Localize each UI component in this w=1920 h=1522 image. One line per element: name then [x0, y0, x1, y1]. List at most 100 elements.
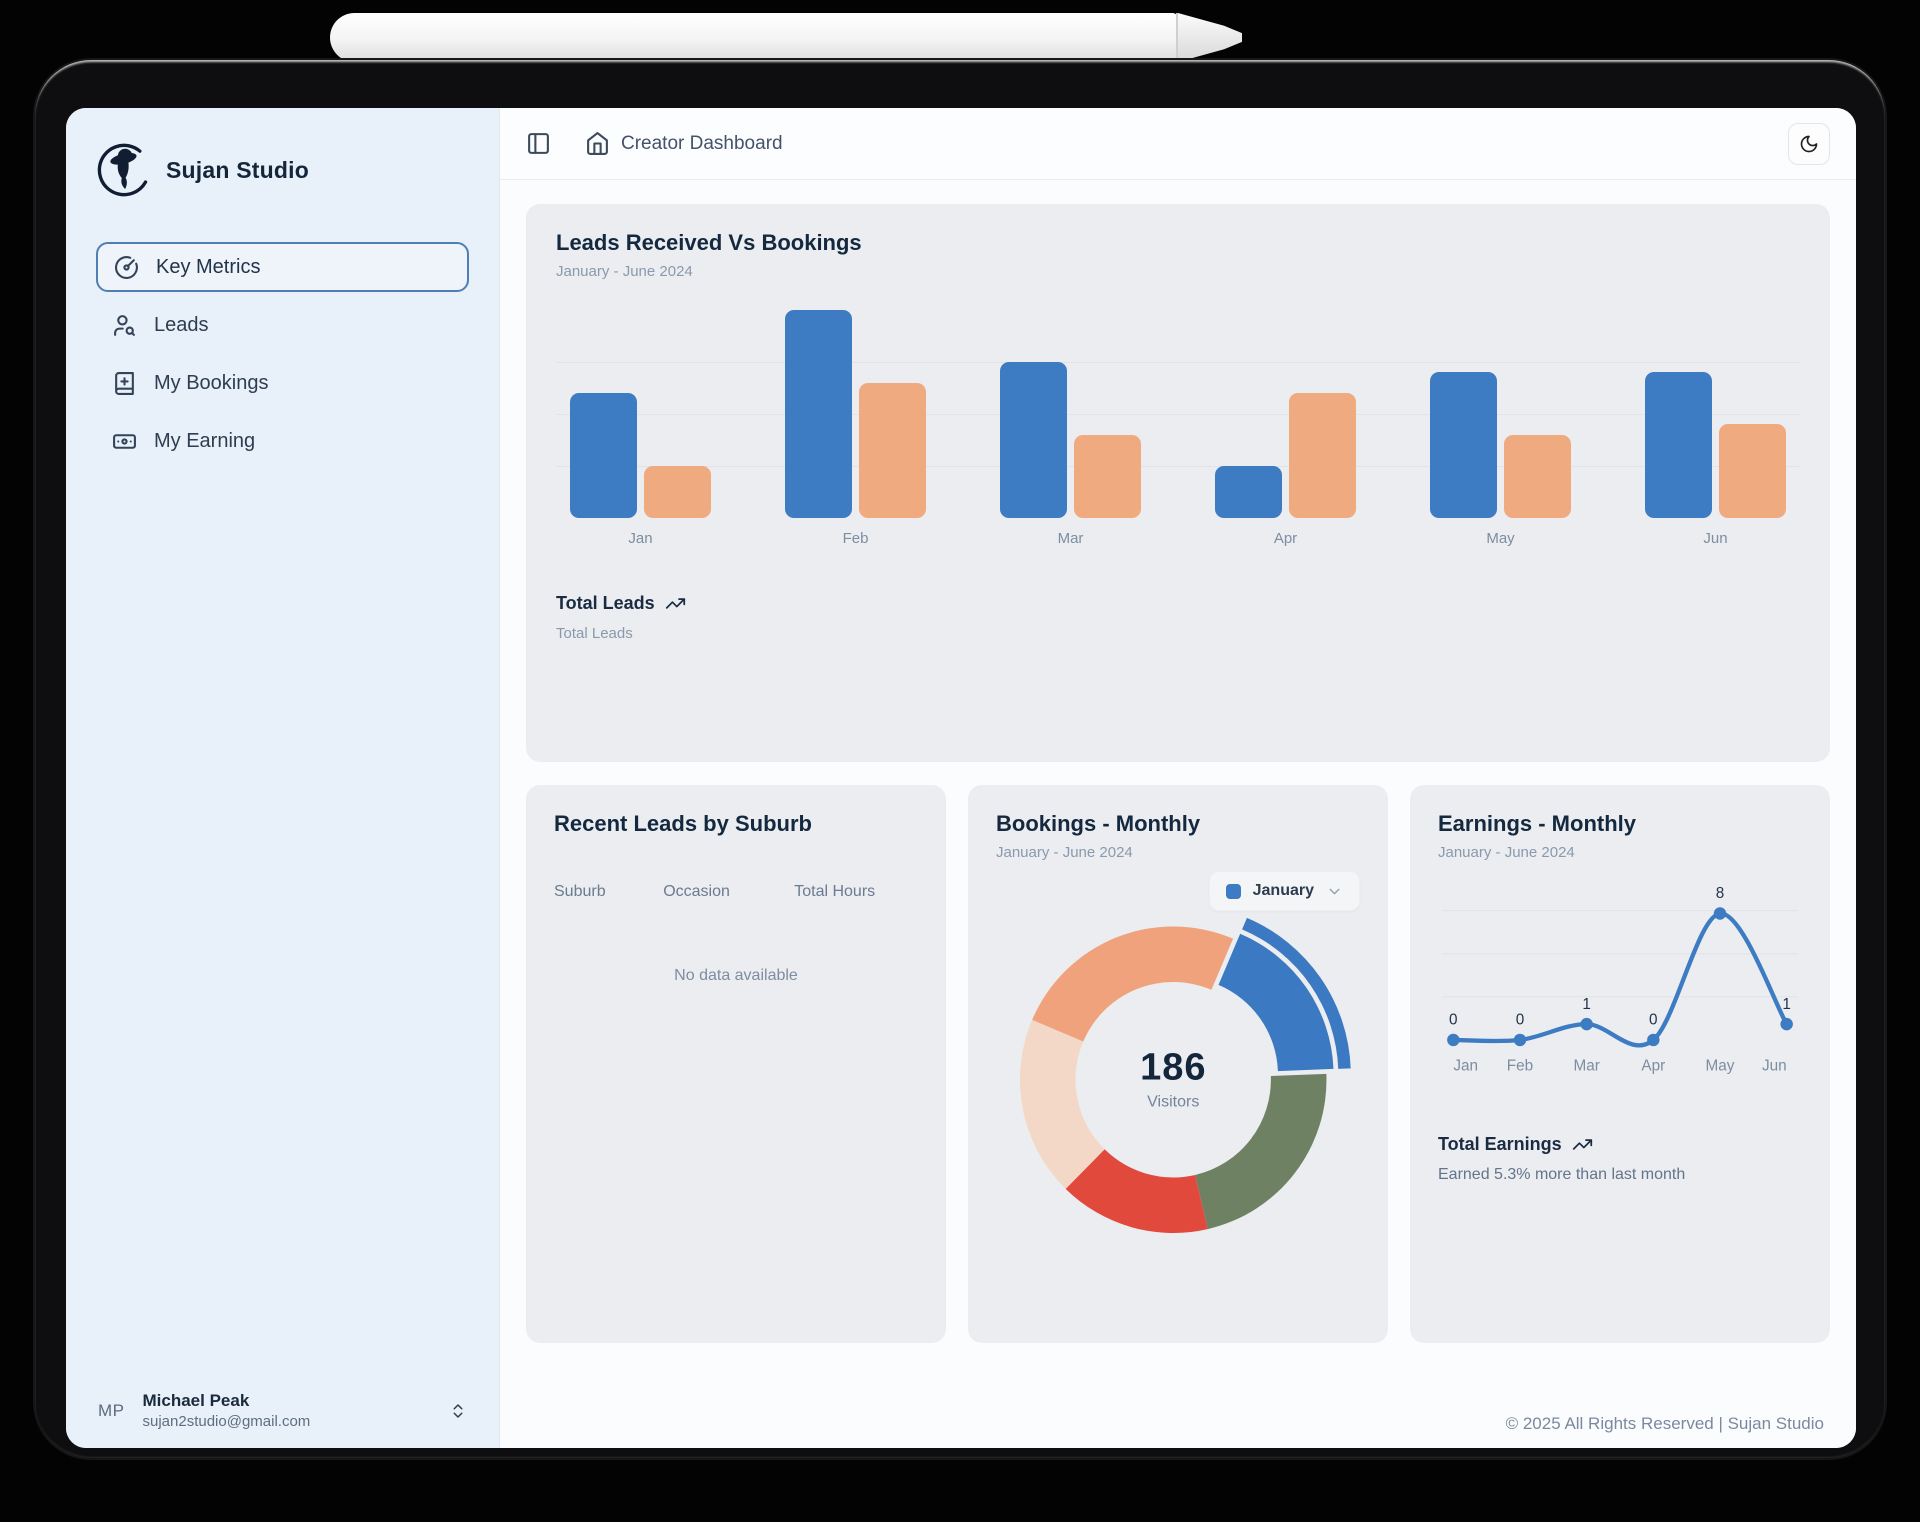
sidebar-toggle-button[interactable] [526, 131, 551, 156]
earnings-line [1451, 911, 1789, 1048]
column-total-hours: Total Hours [794, 883, 876, 900]
main-content: Leads Received Vs Bookings January - Jun… [500, 180, 1856, 1448]
total-leads-sublabel: Total Leads [556, 625, 633, 642]
earnings-note: Earned 5.3% more than last month [1438, 1165, 1686, 1183]
bar-leads-received-feb [785, 310, 852, 518]
donut-segment-4 [1019, 1019, 1105, 1189]
line-chart: 0 Jan 0 Feb 1 Mar 0 Apr 8 May 1 Jun [1438, 879, 1802, 1088]
donut-center: 186 Visitors [1140, 1047, 1206, 1112]
point-label: 1 [1582, 996, 1591, 1013]
donut-segment-2 [1195, 1073, 1327, 1230]
bar-leads-received-jan [570, 393, 637, 518]
sidebar-item-my-earning[interactable]: My Earning [96, 416, 469, 466]
bar-leads-received-mar [1000, 362, 1067, 518]
sidebar-item-key-metrics[interactable]: Key Metrics [96, 242, 469, 292]
bar-bookings-mar [1074, 435, 1141, 518]
bar-bookings-apr [1289, 393, 1356, 518]
data-point-jan [1447, 1033, 1460, 1047]
sidebar-item-my-bookings[interactable]: My Bookings [96, 358, 469, 408]
card-subtitle: January - June 2024 [556, 263, 693, 280]
banknote-icon [113, 433, 136, 449]
bar-bookings-jan [644, 466, 711, 518]
sidebar-item-label: Leads [154, 313, 209, 336]
topbar: Creator Dashboard [500, 108, 1856, 180]
total-leads-label: Total Leads [556, 593, 655, 613]
total-earnings-label: Total Earnings [1438, 1133, 1562, 1154]
sidebar-item-label: My Earning [154, 429, 256, 452]
breadcrumb[interactable]: Creator Dashboard [585, 131, 783, 156]
gridline [556, 414, 1800, 415]
point-label: 0 [1449, 1012, 1458, 1029]
x-axis-label: Apr [1641, 1058, 1665, 1075]
bar-leads-received-jun [1645, 372, 1712, 518]
recent-leads-card: Recent Leads by Suburb Suburb Occasion T… [526, 785, 946, 1343]
avatar: MP [98, 1400, 125, 1420]
sidebar-item-label: My Bookings [154, 371, 269, 394]
bar-bookings-feb [859, 383, 926, 518]
donut-chart: 186 Visitors [996, 915, 1360, 1241]
data-point-may [1713, 907, 1727, 920]
bar-group-mar: Mar [1000, 310, 1141, 547]
x-axis-label: May [1486, 530, 1515, 547]
bar-bookings-may [1504, 435, 1571, 518]
trending-up-icon [665, 598, 685, 609]
data-point-jun [1780, 1017, 1793, 1031]
card-title: Bookings - Monthly [996, 811, 1201, 836]
app-window: Sujan Studio Key Metrics Leads [66, 108, 1856, 1448]
user-search-icon [114, 314, 135, 336]
visitors-label: Visitors [1147, 1093, 1200, 1111]
stylus-pencil [330, 13, 1242, 62]
point-label: 0 [1516, 1012, 1525, 1029]
column-suburb: Suburb [554, 883, 606, 900]
data-point-apr [1647, 1033, 1660, 1047]
data-point-mar [1580, 1017, 1593, 1031]
x-axis-label: Apr [1273, 530, 1298, 547]
sidebar-nav: Key Metrics Leads My Bookings [96, 242, 469, 466]
brand-name: Sujan Studio [166, 156, 309, 183]
point-label: 8 [1716, 885, 1725, 902]
stylus-tip [1178, 13, 1242, 62]
x-axis-label: Mar [1057, 530, 1084, 547]
bar-bookings-jun [1719, 424, 1786, 518]
card-title: Earnings - Monthly [1438, 811, 1636, 836]
user-menu[interactable]: MP Michael Peak sujan2studio@gmail.com [88, 1383, 477, 1438]
sidebar-item-leads[interactable]: Leads [96, 300, 469, 350]
donut-svg [1019, 917, 1351, 1233]
home-icon [587, 132, 608, 155]
leads-vs-bookings-card: Leads Received Vs Bookings January - Jun… [526, 204, 1830, 762]
bar-group-feb: Feb [785, 310, 926, 547]
month-select[interactable]: January [1208, 871, 1360, 911]
card-title: Recent Leads by Suburb [554, 811, 812, 836]
gridline [556, 466, 1800, 467]
bar-group-jun: Jun [1645, 310, 1786, 547]
donut-segment-3 [1065, 1149, 1208, 1233]
empty-state-text: No data available [674, 967, 798, 984]
total-leads-row: Total Leads [556, 593, 1800, 614]
x-axis-label: Jan [1453, 1058, 1478, 1075]
chevron-down-icon [1329, 888, 1340, 894]
bar-group-apr: Apr [1215, 310, 1356, 547]
dark-mode-toggle[interactable] [1788, 122, 1830, 165]
trending-up-icon [1572, 1139, 1592, 1150]
card-subtitle: January - June 2024 [996, 844, 1133, 861]
chevrons-up-down-icon [453, 1403, 463, 1418]
tablet-frame: Sujan Studio Key Metrics Leads [35, 60, 1885, 1458]
user-info: Michael Peak sujan2studio@gmail.com [143, 1391, 432, 1430]
bar-leads-received-may [1430, 372, 1497, 518]
legend-swatch [1225, 883, 1241, 899]
copyright: © 2025 All Rights Reserved | Sujan Studi… [1505, 1414, 1824, 1433]
breadcrumb-label: Creator Dashboard [621, 132, 783, 154]
gridline [556, 362, 1800, 363]
bar-group-jan: Jan [570, 310, 711, 547]
main-column: Creator Dashboard Leads Received Vs Book… [500, 108, 1856, 1448]
month-select-value: January [1252, 882, 1314, 899]
data-point-feb [1513, 1033, 1527, 1047]
moon-icon [1800, 135, 1818, 152]
x-axis-label: Jun [1703, 530, 1728, 547]
x-axis-label: May [1706, 1058, 1735, 1075]
column-occasion: Occasion [663, 883, 730, 900]
earnings-monthly-card: Earnings - Monthly January - June 2024 0… [1410, 785, 1830, 1343]
gauge-icon [115, 255, 138, 279]
bar-group-may: May [1430, 310, 1571, 547]
